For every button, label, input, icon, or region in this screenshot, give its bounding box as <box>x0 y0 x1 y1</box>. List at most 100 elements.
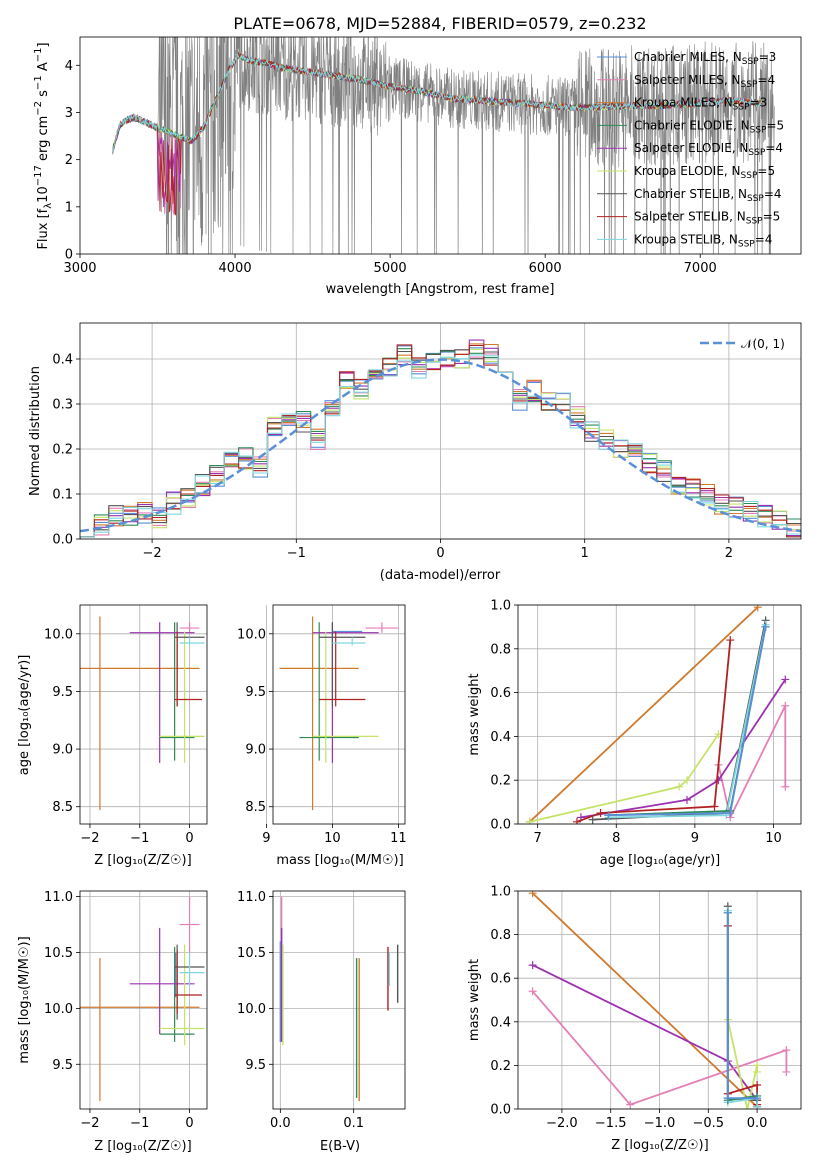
y-tick-label: 0.1 <box>52 488 73 503</box>
weight-point-marker <box>781 675 790 684</box>
y-axis-label-part: ] <box>36 42 51 47</box>
ticks: 7 8 9 10 0.0 0.2 0.4 0.6 0.8 1.0 <box>490 599 781 847</box>
y-axis-label-part: 10 <box>36 186 51 203</box>
legend-entry: Salpeter STELIB, NSSP=5 <box>634 210 780 227</box>
legend-n-value: =4 <box>764 187 782 201</box>
weight-series-line <box>532 964 758 1101</box>
weight-point-marker <box>710 802 719 811</box>
model-spectrum-line <box>112 52 763 154</box>
x-tick-label: 10 <box>324 831 341 846</box>
residual-histogram-panel: −2 −1 0 1 2 0.0 0.1 0.2 0.3 0.4 𝒩(0, 1) (data-model… <box>28 322 802 583</box>
axes-frame <box>79 604 208 825</box>
legend-model-name: Salpeter MILES <box>634 73 724 87</box>
y-axis-label-part: −1 <box>33 48 44 63</box>
gaussian-curve <box>80 358 801 533</box>
weight-series-line <box>529 606 759 823</box>
mass-age-panel: 9 10 11 8.5 9.0 9.5 10.0 mass [log₁₀(M/M☉)] <box>237 604 407 868</box>
x-axis-label: mass [log₁₀(M/M☉)] <box>276 853 403 868</box>
weight-series-line <box>580 679 787 819</box>
observed-spectrum-line <box>112 37 775 254</box>
x-tick-label: 5000 <box>374 261 407 276</box>
x-axis-label: (data-model)/error <box>380 568 501 583</box>
legend-n-value: =4 <box>755 232 773 246</box>
y-tick-label: 0.4 <box>490 1015 511 1030</box>
x-tick-label: 8 <box>612 831 620 846</box>
errorbar-cross <box>312 631 379 763</box>
errorbar-cross <box>129 927 195 1035</box>
grid <box>80 891 207 1109</box>
grid <box>518 890 801 1110</box>
y-axis-label: Normed distribution <box>28 366 43 496</box>
y-tick-label: 1.0 <box>490 599 511 614</box>
legend-n-sub: SSP <box>748 148 765 158</box>
x-tick-label: 9 <box>262 831 270 846</box>
ticks: 3000 4000 5000 6000 7000 0 1 2 3 4 <box>63 59 716 276</box>
x-tick-label: −1 <box>130 831 149 846</box>
x-tick-label: −1 <box>287 546 306 561</box>
weight-point-marker <box>528 961 537 970</box>
legend-model-name: Chabrier ELODIE <box>634 118 733 132</box>
ticks: −2 −1 0 8.5 9.0 9.5 10.0 <box>44 627 194 846</box>
legend-n-value: =3 <box>759 50 777 64</box>
y-tick-label: 8.5 <box>52 800 73 815</box>
legend-model-name: Kroupa STELIB <box>634 232 721 246</box>
weight-series-line <box>608 626 767 817</box>
x-tick-label: 9 <box>691 831 699 846</box>
x-axis-label: E(B-V) <box>320 1139 360 1154</box>
y-tick-label: 0.3 <box>52 398 73 413</box>
legend-model-name: Kroupa MILES <box>634 96 716 110</box>
errorbar-cross <box>179 637 205 646</box>
weight-point-marker <box>525 817 534 824</box>
weight-point-marker <box>683 795 692 804</box>
weight-point-marker <box>604 811 613 820</box>
metallicity-massweight-panel: −2.0 −1.5 −1.0 −0.5 0.0 0.0 0.2 0.4 0.6 0.8 1.0 Z [… <box>467 885 802 1153</box>
plot-area <box>525 605 790 824</box>
y-tick-label: 11.0 <box>44 890 73 905</box>
legend-model-name: Salpeter STELIB <box>634 210 729 224</box>
weight-point-marker <box>528 987 537 996</box>
legend-n-label: , N <box>716 96 733 110</box>
x-tick-label: −2 <box>80 1116 99 1131</box>
legend-n-label: , N <box>732 141 749 155</box>
x-tick-label: 7000 <box>684 261 717 276</box>
weight-point-marker <box>675 782 684 791</box>
y-tick-label: 9.5 <box>245 685 266 700</box>
legend-n-value: =5 <box>766 118 784 132</box>
legend-n-sub: SSP <box>741 80 758 90</box>
plot-area <box>80 896 205 1102</box>
x-tick-label: 0.1 <box>343 1116 364 1131</box>
legend-n-value: =4 <box>757 73 775 87</box>
weight-point-marker <box>753 1094 762 1103</box>
weight-series-line <box>726 906 758 1107</box>
weight-point-marker <box>726 809 735 818</box>
weight-point-marker <box>588 815 597 824</box>
metallicity-age-panel: −2 −1 0 8.5 9.0 9.5 10.0 Z [log₁₀(Z/Z☉)] age [lo… <box>17 604 208 868</box>
weight-point-marker <box>528 891 537 898</box>
weight-series-line <box>529 733 720 823</box>
y-tick-label: 10.5 <box>237 946 266 961</box>
errorbar-cross <box>365 622 399 633</box>
y-axis-label: age [log₁₀(age/yr)] <box>17 655 32 776</box>
y-tick-label: 0 <box>65 248 73 263</box>
weight-point-marker <box>781 782 790 791</box>
x-tick-label: −1.5 <box>595 1116 627 1131</box>
errorbar-cross <box>80 958 200 1102</box>
errorbar-cross <box>319 622 366 707</box>
weight-point-marker <box>753 1067 762 1076</box>
y-tick-label: 1 <box>65 200 73 215</box>
x-tick-label: 2 <box>725 546 733 561</box>
weight-point-marker <box>782 1067 791 1076</box>
y-tick-label: 0.8 <box>490 928 511 943</box>
weight-point-marker <box>723 1094 732 1103</box>
age-massweight-panel: 7 8 9 10 0.0 0.2 0.4 0.6 0.8 1.0 age [log₁₀(age/yr… <box>467 599 802 868</box>
x-tick-label: 7 <box>534 831 542 846</box>
legend-n-sub: SSP <box>741 171 758 181</box>
plot-area <box>279 896 399 1102</box>
y-axis-label: Flux [fλ10−17 erg cm−2 s−1 A−1] <box>33 42 54 249</box>
y-tick-label: 11.0 <box>237 890 266 905</box>
legend-entry: Chabrier STELIB, NSSP=4 <box>634 187 782 204</box>
weight-point-marker <box>572 817 581 824</box>
y-tick-label: 0.0 <box>490 1103 511 1118</box>
plot-area <box>112 37 775 254</box>
x-tick-label: 11 <box>390 831 407 846</box>
